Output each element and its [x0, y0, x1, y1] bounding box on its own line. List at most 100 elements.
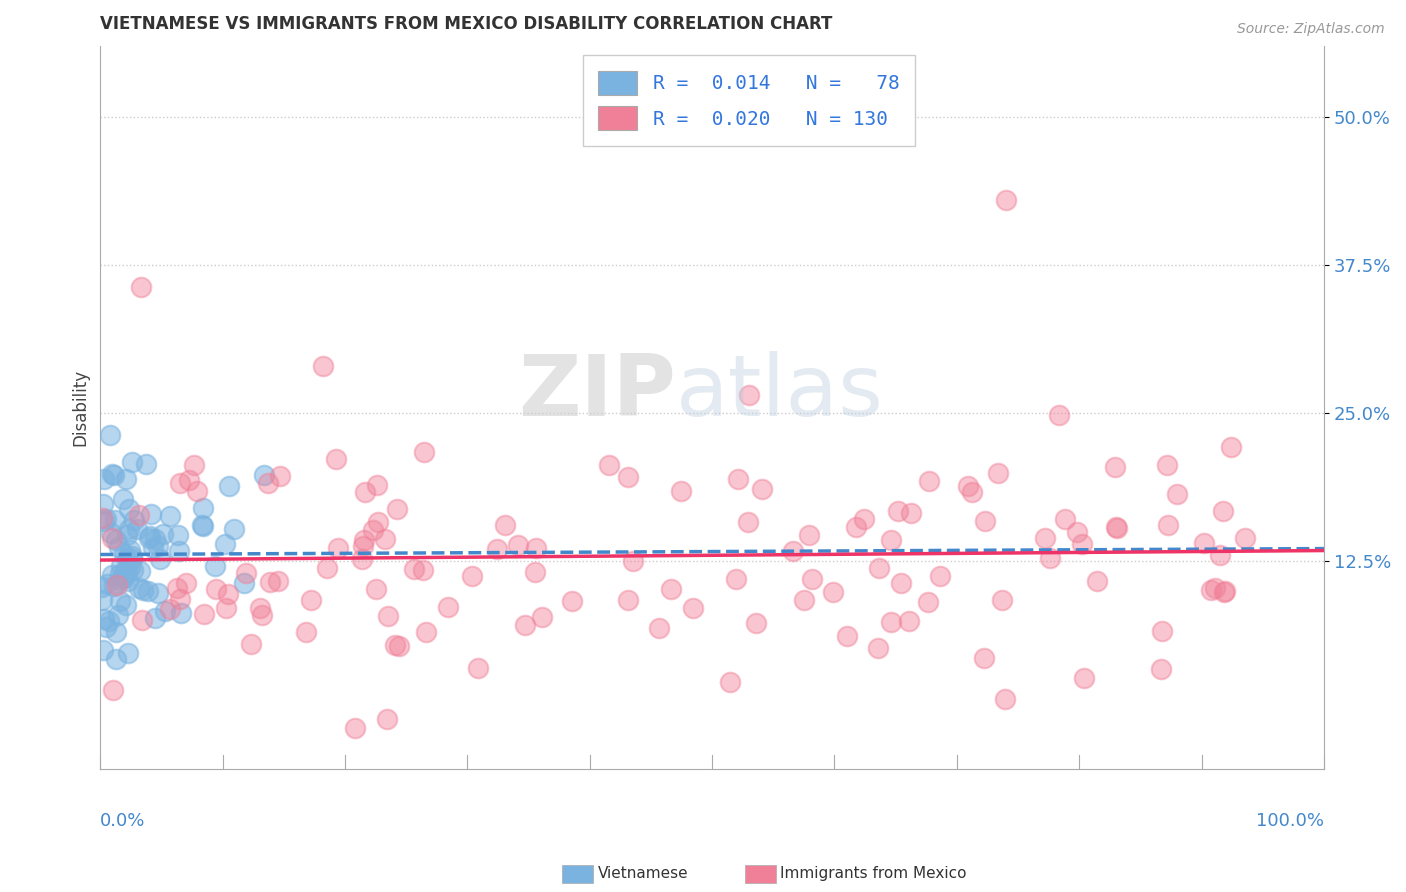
Point	[412, 563, 434, 577]
Point	[325, 451, 347, 466]
Text: VIETNAMESE VS IMMIGRANTS FROM MEXICO DISABILITY CORRELATION CHART: VIETNAMESE VS IMMIGRANTS FROM MEXICO DIS…	[100, 15, 832, 33]
Point	[117, 551, 139, 566]
Point	[135, 457, 157, 471]
Point	[218, 587, 240, 601]
Point	[128, 581, 150, 595]
Point	[374, 532, 396, 546]
Point	[179, 473, 201, 487]
Point	[267, 574, 290, 588]
Point	[169, 592, 191, 607]
Point	[350, 551, 373, 566]
Point	[112, 547, 135, 561]
Point	[218, 479, 240, 493]
Point	[222, 522, 245, 536]
Point	[343, 721, 366, 735]
Point	[166, 581, 188, 595]
Point	[467, 661, 489, 675]
Point	[727, 471, 749, 485]
Point	[353, 484, 375, 499]
Point	[1053, 511, 1076, 525]
Point	[259, 574, 281, 589]
Point	[797, 528, 820, 542]
Legend: R =  0.014   N =   78, R =  0.020   N = 130: R = 0.014 N = 78, R = 0.020 N = 130	[582, 55, 915, 145]
Point	[299, 593, 322, 607]
Point	[167, 543, 190, 558]
Point	[316, 561, 339, 575]
Point	[125, 523, 148, 537]
Point	[112, 491, 135, 506]
Point	[149, 552, 172, 566]
Text: ZIP: ZIP	[517, 351, 675, 434]
Point	[90, 580, 112, 594]
Point	[193, 607, 215, 622]
Point	[1219, 440, 1241, 454]
Point	[110, 558, 132, 573]
Point	[523, 565, 546, 579]
Point	[880, 533, 903, 547]
Point	[1073, 671, 1095, 685]
Point	[110, 566, 132, 581]
Point	[1107, 521, 1129, 535]
Point	[890, 576, 912, 591]
Point	[1166, 487, 1188, 501]
Point	[1157, 518, 1180, 533]
Point	[136, 584, 159, 599]
Point	[1150, 624, 1173, 638]
Point	[159, 602, 181, 616]
Point	[153, 604, 176, 618]
Point	[617, 470, 640, 484]
Point	[1085, 574, 1108, 589]
Point	[868, 561, 890, 575]
Point	[494, 518, 516, 533]
Point	[138, 529, 160, 543]
Point	[128, 508, 150, 522]
Point	[104, 513, 127, 527]
Point	[96, 576, 118, 591]
Point	[1039, 551, 1062, 566]
Point	[887, 504, 910, 518]
Point	[384, 638, 406, 652]
Point	[93, 472, 115, 486]
Point	[105, 578, 128, 592]
Point	[617, 593, 640, 607]
Point	[751, 482, 773, 496]
Point	[900, 506, 922, 520]
Point	[121, 549, 143, 563]
Point	[152, 527, 174, 541]
Point	[835, 629, 858, 643]
Point	[115, 598, 138, 612]
Point	[256, 475, 278, 490]
Point	[598, 458, 620, 472]
Point	[118, 522, 141, 536]
Point	[107, 608, 129, 623]
Point	[413, 444, 436, 458]
Point	[929, 569, 952, 583]
Point	[960, 485, 983, 500]
Point	[122, 564, 145, 578]
Point	[367, 516, 389, 530]
Point	[1071, 537, 1094, 551]
Point	[1156, 458, 1178, 473]
Point	[91, 643, 114, 657]
Point	[204, 558, 226, 573]
Point	[159, 509, 181, 524]
Point	[725, 573, 748, 587]
Point	[793, 593, 815, 607]
Point	[232, 576, 254, 591]
Point	[957, 479, 980, 493]
Point	[352, 539, 374, 553]
Point	[90, 511, 112, 525]
Point	[973, 514, 995, 528]
Point	[100, 526, 122, 541]
Point	[103, 468, 125, 483]
Point	[112, 571, 135, 585]
Point	[353, 533, 375, 547]
Point	[108, 540, 131, 554]
Point	[112, 569, 135, 583]
Point	[366, 478, 388, 492]
Point	[991, 592, 1014, 607]
Point	[531, 610, 554, 624]
Point	[994, 692, 1017, 706]
Point	[917, 595, 939, 609]
Point	[388, 639, 411, 653]
